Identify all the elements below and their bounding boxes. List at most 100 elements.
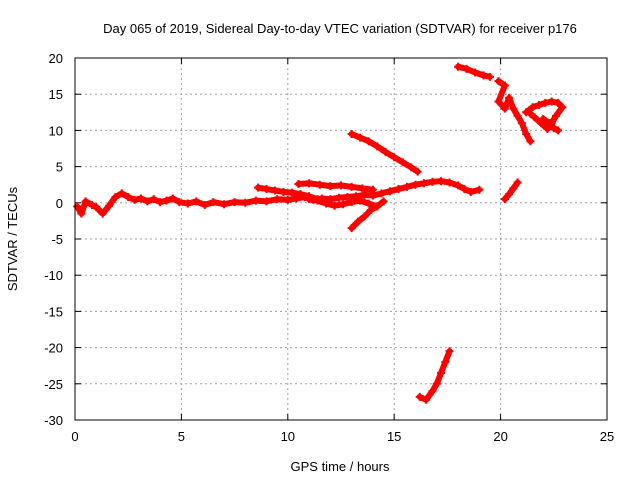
data-point (273, 195, 282, 204)
data-point (513, 178, 522, 187)
data-point (149, 195, 158, 204)
data-point (73, 202, 82, 211)
data-point (500, 195, 509, 204)
chart-title: Day 065 of 2019, Sidereal Day-to-day VTE… (103, 21, 577, 36)
data-point (209, 198, 218, 207)
y-tick-label: -10 (44, 268, 63, 283)
data-series (73, 62, 567, 404)
data-point (88, 200, 97, 209)
series-4 (254, 183, 322, 204)
y-tick-label: 20 (49, 51, 63, 66)
data-point (411, 180, 420, 189)
data-point (373, 202, 382, 211)
data-point (366, 206, 375, 215)
data-point (334, 193, 343, 202)
data-point (509, 184, 518, 193)
data-point (322, 199, 331, 208)
series-7 (415, 347, 454, 404)
data-point (500, 104, 509, 113)
data-point (330, 201, 339, 210)
plot-frame (74, 57, 608, 421)
data-point (347, 182, 356, 191)
data-point (454, 181, 463, 190)
x-tick-label: 10 (281, 429, 295, 444)
data-point (136, 194, 145, 203)
data-point (539, 114, 548, 123)
data-point (92, 203, 101, 212)
data-point (554, 126, 563, 135)
data-point (379, 197, 388, 206)
data-point (373, 142, 382, 151)
x-axis-label: GPS time / hours (291, 459, 390, 474)
data-point (479, 71, 488, 80)
data-point (381, 148, 390, 157)
data-point (551, 111, 560, 120)
series-6 (347, 130, 422, 176)
data-point (262, 185, 271, 194)
data-point (390, 153, 399, 162)
data-point (354, 217, 363, 226)
data-point (428, 387, 437, 396)
data-point (254, 183, 263, 192)
data-point (315, 180, 324, 189)
data-point (337, 181, 345, 190)
data-point (475, 185, 484, 194)
data-point (288, 188, 297, 197)
series-8 (454, 62, 494, 81)
data-point (422, 395, 431, 404)
data-point (283, 195, 292, 204)
data-point (526, 109, 535, 118)
data-point (305, 179, 314, 188)
data-point (445, 178, 454, 187)
data-point (183, 199, 192, 208)
data-point (368, 185, 377, 194)
series-line (495, 78, 534, 145)
data-point (168, 194, 177, 203)
data-point (545, 119, 554, 128)
data-point (541, 98, 550, 107)
data-point (466, 187, 475, 196)
data-point (549, 124, 558, 133)
data-point (347, 198, 356, 207)
data-point (296, 190, 305, 199)
data-point (313, 195, 322, 204)
series-9 (494, 77, 535, 146)
series-10 (500, 178, 522, 204)
y-tick-label: 0 (56, 196, 63, 211)
data-point (230, 198, 239, 207)
data-point (377, 189, 386, 198)
data-point (175, 198, 184, 207)
data-point (407, 163, 416, 172)
x-tick-label: 5 (178, 429, 185, 444)
data-point (471, 68, 480, 77)
data-point (509, 104, 518, 113)
y-tick-label: -20 (44, 341, 63, 356)
data-point (494, 77, 503, 86)
x-tick-label: 25 (600, 429, 614, 444)
data-point (419, 179, 428, 188)
data-point (294, 179, 303, 188)
data-point (262, 197, 271, 206)
data-point (156, 198, 165, 207)
x-tick-label: 15 (387, 429, 401, 444)
data-point (505, 190, 514, 199)
data-point (441, 358, 450, 367)
data-point (251, 196, 260, 205)
data-point (117, 189, 126, 198)
data-point (437, 368, 446, 377)
data-point (124, 193, 133, 202)
data-point (528, 103, 537, 112)
data-point (505, 93, 514, 102)
data-point (530, 113, 539, 122)
data-point (360, 212, 369, 221)
data-point (494, 97, 503, 106)
data-point (77, 209, 86, 218)
data-point (432, 379, 441, 388)
series-line (74, 178, 483, 217)
series-12 (539, 114, 563, 135)
data-point (517, 119, 526, 128)
data-point (143, 197, 152, 206)
data-point (364, 137, 373, 146)
y-tick-label: -25 (44, 377, 63, 392)
